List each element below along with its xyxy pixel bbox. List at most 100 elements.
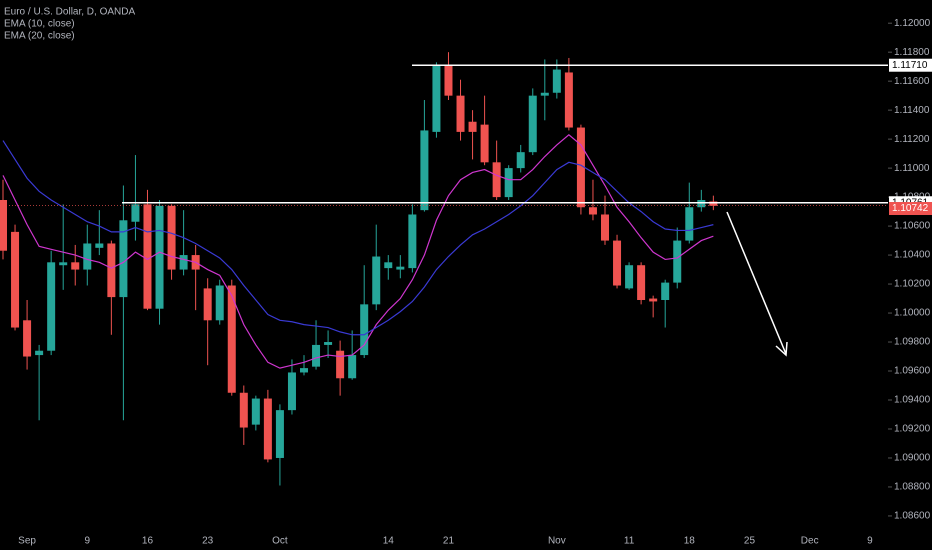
candle-body: [155, 205, 164, 309]
y-tick-label: 1.10600: [894, 221, 931, 232]
x-tick-label: Nov: [548, 536, 566, 547]
x-tick-label: 16: [142, 536, 154, 547]
candle-body: [564, 72, 573, 128]
candle-body: [167, 205, 176, 270]
candle-body: [119, 220, 128, 298]
candle-body: [59, 262, 68, 266]
candle-body: [83, 243, 92, 270]
x-tick-label: 25: [744, 536, 756, 547]
ema-line: [2, 140, 714, 336]
candle-body: [23, 320, 32, 357]
candle-body: [540, 92, 549, 96]
y-tick-label: 1.08600: [894, 511, 931, 522]
y-tick-label: 1.10000: [894, 308, 931, 319]
candle-body: [625, 265, 634, 289]
candle-body: [649, 298, 658, 302]
candle-body: [480, 124, 489, 163]
y-tick-label: 1.08800: [894, 482, 931, 493]
candle-body: [661, 282, 670, 300]
candle-body: [685, 207, 694, 241]
candle-body: [468, 121, 477, 132]
x-tick-label: Oct: [272, 536, 288, 547]
candle-body: [179, 255, 188, 270]
candle-body: [131, 204, 140, 222]
candle-body: [312, 344, 321, 367]
candle-body: [384, 262, 393, 269]
x-tick-label: Dec: [801, 536, 819, 547]
candle-body: [0, 200, 7, 251]
y-tick-label: 1.10200: [894, 279, 931, 290]
candle-body: [552, 69, 561, 93]
y-tick-label: 1.11400: [894, 105, 930, 116]
candle-body: [576, 127, 585, 208]
x-tick-label: 9: [84, 536, 90, 547]
y-tick-label: 1.09800: [894, 337, 931, 348]
y-tick-label: 1.09600: [894, 366, 931, 377]
y-tick-label: 1.10400: [894, 250, 931, 261]
candle-body: [516, 152, 525, 169]
candle-body: [601, 214, 609, 241]
candle-body: [47, 262, 56, 351]
x-tick-label: 9: [867, 536, 873, 547]
x-tick-label: Sep: [18, 536, 36, 547]
candle-body: [697, 200, 706, 208]
y-tick-label: 1.11600: [894, 76, 930, 87]
candle-body: [263, 398, 272, 460]
candle-body: [637, 265, 646, 300]
candle-body: [444, 65, 453, 96]
y-tick-label: 1.12000: [894, 18, 931, 29]
candle-body: [95, 243, 104, 248]
candle-body: [107, 243, 116, 298]
candle-body: [251, 398, 260, 425]
last-price-label: 1.10742: [892, 203, 929, 214]
plot-area: [0, 52, 888, 486]
y-tick-label: 1.11800: [894, 47, 930, 58]
candle-body: [456, 95, 465, 132]
candle-body: [203, 288, 212, 321]
x-tick-label: 18: [684, 536, 696, 547]
candle-body: [239, 392, 248, 428]
candle-body: [673, 240, 682, 283]
candle-body: [432, 65, 441, 132]
candle-body: [709, 201, 718, 206]
y-tick-label: 1.09200: [894, 424, 931, 435]
candle-body: [324, 342, 333, 345]
y-tick-label: 1.09400: [894, 395, 931, 406]
candle-body: [300, 368, 308, 373]
candle-body: [408, 214, 417, 269]
x-tick-label: 23: [202, 536, 214, 547]
last-price-marker: [889, 202, 932, 216]
candle-body: [492, 162, 501, 198]
candle-body: [336, 350, 345, 379]
arrow-shaft: [726, 211, 787, 355]
ema-line: [2, 133, 714, 369]
candle-body: [71, 262, 80, 270]
candle-body: [613, 240, 622, 286]
x-tick-label: 14: [383, 536, 395, 547]
candle-body: [35, 350, 44, 356]
candle-body: [227, 285, 236, 393]
legend-entry: EMA (10, close): [4, 19, 75, 30]
arrow-head: [775, 341, 788, 357]
x-tick-label: 21: [443, 536, 455, 547]
candle-body: [528, 95, 537, 153]
x-tick-label: 11: [624, 536, 635, 547]
candle-body: [215, 285, 224, 321]
y-tick-label: 1.11200: [894, 134, 930, 145]
y-tick-label: 1.11000: [894, 163, 930, 174]
level-label: 1.11710: [892, 60, 928, 71]
y-tick-label: 1.09000: [894, 453, 931, 464]
candle-body: [348, 355, 357, 379]
candle-body: [143, 204, 152, 309]
candle-body: [396, 266, 405, 270]
candle-body: [504, 168, 513, 198]
candle-body: [11, 231, 20, 328]
candle-body: [275, 410, 284, 458]
candle-body: [588, 207, 597, 215]
projection-arrow: [726, 211, 788, 357]
candle-body: [360, 304, 369, 356]
chart-title: Euro / U.S. Dollar, D, OANDA: [4, 7, 135, 18]
